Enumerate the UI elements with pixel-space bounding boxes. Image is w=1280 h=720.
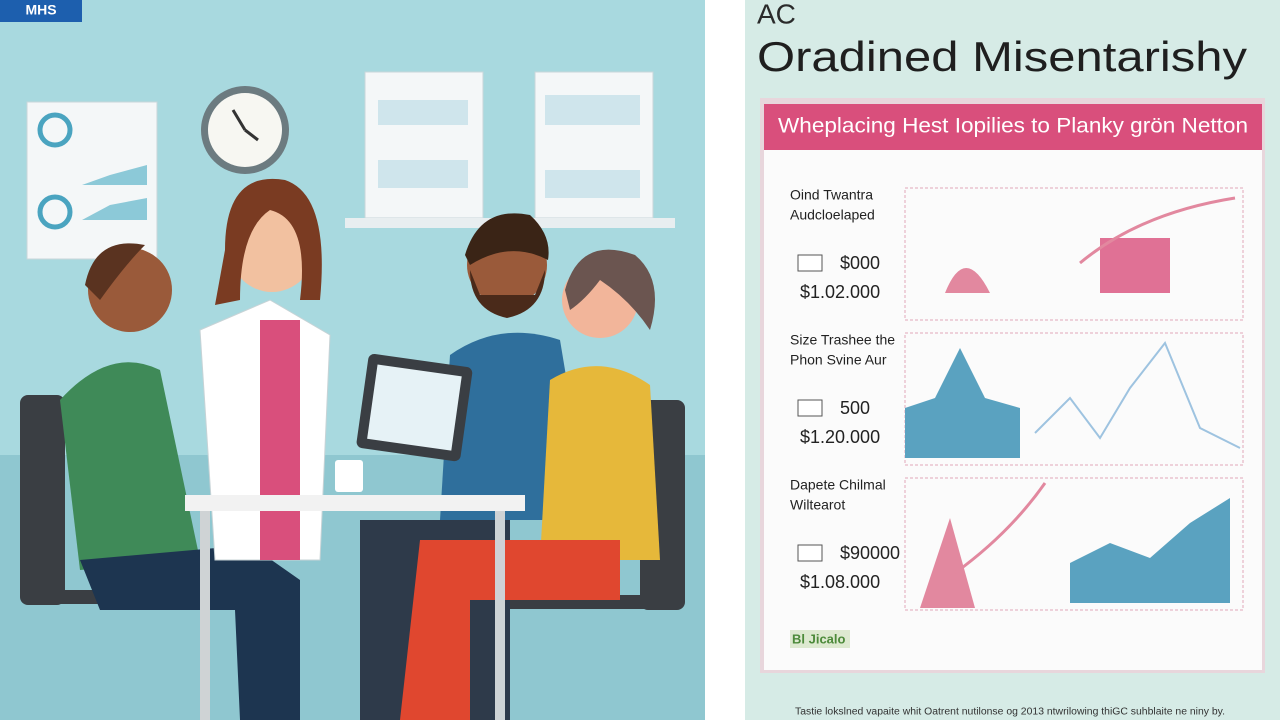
section-title: Dapete Chilmal <box>790 477 886 493</box>
icon <box>797 399 823 417</box>
icon <box>797 254 823 272</box>
section-value: $90000 <box>840 543 900 563</box>
poster-title: Oradined Misentarishy <box>757 33 1247 80</box>
section-value: 500 <box>840 398 870 418</box>
section-title: Audcloelaped <box>790 207 875 223</box>
section-total: $1.02.000 <box>800 282 880 302</box>
decor <box>1100 238 1170 293</box>
decor <box>954 482 1047 575</box>
icon <box>797 544 823 562</box>
decor <box>1034 341 1241 449</box>
tag: Bl Jicalo <box>792 631 846 646</box>
section-value: $000 <box>840 253 880 273</box>
logo: MHS <box>25 2 56 18</box>
footer: Tastie lokslned vapaite whit Oatrent nut… <box>795 707 1225 718</box>
section-total: $1.20.000 <box>800 427 880 447</box>
poster: AC Oradined Misentarishy Wheplacing Hest… <box>745 0 1280 720</box>
section-title: Size Trashee the <box>790 332 895 348</box>
section-title: Wiltearot <box>790 497 845 513</box>
decor <box>945 268 990 293</box>
section-title: Oind Twantra <box>790 187 873 203</box>
section-title: Phon Svine Aur <box>790 352 887 368</box>
poster-kicker: AC <box>757 0 796 29</box>
section-total: $1.08.000 <box>800 572 880 592</box>
decor <box>1079 196 1236 265</box>
illustration: MHS <box>0 0 705 720</box>
banner: Wheplacing Hest Iopilies to Planky grön … <box>778 115 1248 138</box>
divider <box>705 0 745 720</box>
decor <box>905 348 1020 458</box>
decor <box>1070 498 1230 603</box>
decor <box>920 518 975 608</box>
